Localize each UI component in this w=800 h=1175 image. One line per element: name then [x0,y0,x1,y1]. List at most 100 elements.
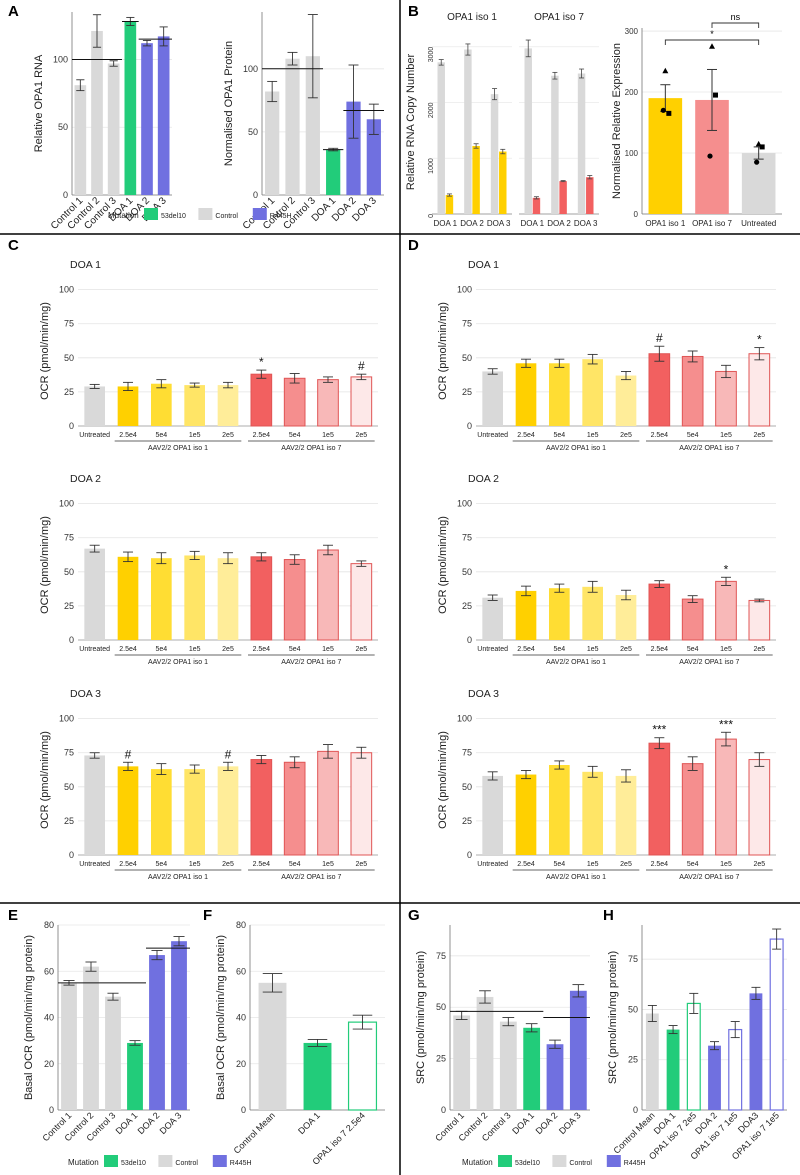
bar-doa-2 [708,1045,721,1110]
x-tick-label: 2e5 [620,646,632,653]
y-tick-label: 75 [436,951,446,961]
group-label: AAV2/2 OPA1 iso 7 [281,445,341,452]
y-tick-label: 0 [441,1105,446,1115]
bar-2e5 [748,759,771,856]
bar-2-5e4 [250,556,273,641]
bar-doa-1 [303,1042,332,1110]
legend-label-53del10: 53del10 [161,213,186,220]
x-tick-label: Untreated [79,432,110,439]
y-tick-label: 60 [236,966,246,976]
bar-untreated [482,371,503,426]
data-point-square [713,92,718,98]
legend-title: Mutation [68,1158,99,1167]
bar-2-5e4 [515,590,537,640]
y-tick-label: 50 [64,353,74,363]
y-axis-label: OCR (pmol/min/mg) [437,302,449,400]
y-axis-label: OCR (pmol/min/mg) [39,516,51,614]
y-axis-label: Relative RNA Copy Number [405,54,417,191]
bar-2e5 [350,376,373,427]
x-tick-label: 1e5 [587,646,599,653]
y-tick-label: 75 [628,954,638,964]
y-tick-label: 20 [236,1059,246,1069]
y-tick-label: 0 [63,190,68,200]
bar-doa-1 [326,149,341,195]
y-tick-label: 75 [462,748,472,758]
x-tick-label: DOA 2 [136,1110,162,1136]
bar-transgene-rna [559,181,567,214]
y-tick-label: 200 [625,88,639,97]
data-point-square [666,110,672,116]
significance-mark: *** [719,717,733,731]
x-tick-label: 1e5 [189,861,201,868]
y-tick-label: 40 [236,1013,246,1023]
y-tick-label: 75 [64,748,74,758]
bar-2e5 [217,385,239,426]
bar-transgene-rna [586,177,594,214]
bar-control-2 [285,58,300,196]
significance-mark: # [656,331,663,345]
bar-1e5 [582,586,603,640]
bar-doa-3 [366,119,381,195]
x-tick-label: Untreated [477,432,508,439]
bar-2-5e4 [515,774,537,855]
bar-transgene-rna [532,197,541,214]
bar-2e5 [350,563,373,641]
bar-control-2 [476,996,494,1110]
y-tick-label: 20 [44,1059,54,1069]
bar-total-rna [437,62,445,215]
x-tick-label: 5e4 [687,861,699,868]
chart-title: DOA 1 [70,259,101,271]
y-tick-label: 100 [457,285,472,295]
bar-5e4 [681,763,704,856]
bar-untreated [482,775,503,855]
bar-untreated [84,386,105,426]
x-tick-label: 2.5e4 [651,861,669,868]
y-tick-label: 50 [58,122,68,132]
chart-c1: DOA 1 0 25 50 75 100 OCR (pmol/min/mg) Untreate… [39,259,378,452]
group-label: AAV2/2 OPA1 iso 1 [148,659,208,666]
group-label: AAV2/2 OPA1 iso 1 [546,445,606,452]
x-tick-label: 5e4 [155,646,167,653]
y-tick-label: 75 [462,319,472,329]
y-axis-label: Basal OCR (pmol/min/mg protein) [23,935,35,1100]
data-point-circle [707,153,713,159]
y-axis-label: Basal OCR (pmol/min/mg protein) [215,935,227,1100]
y-axis-label: OCR (pmol/min/mg) [39,302,51,400]
y-axis-label: SRC (pmol/min/mg protein) [607,951,619,1084]
bar-2e5 [748,353,771,427]
x-tick-label: DOA 1 [296,1110,322,1136]
legend-title: Mutation [462,1158,493,1167]
y-axis-label: Relative OPA1 RNA [33,54,45,152]
x-tick-label: 2.5e4 [517,646,535,653]
bar-5e4 [283,377,306,427]
bar-5e4 [151,383,172,426]
y-tick-label: 100 [457,499,472,509]
bar-control-2 [91,30,103,195]
bar-2-5e4 [117,766,139,855]
bar-doa-2 [346,101,361,195]
bar-1e5 [184,769,205,855]
bar-1e5 [317,750,339,856]
y-tick-label: 50 [462,782,472,792]
bar-1e5 [184,555,205,640]
y-tick-label: 300 [625,27,639,36]
chart-c2: DOA 2 0 25 50 75 100 OCR (pmol/min/mg) Untreate… [39,473,378,666]
chart-title: DOA 2 [468,473,499,485]
bar-doa-3 [569,990,587,1110]
x-tick-label: Untreated [477,646,508,653]
legend-label-control: Control [569,1160,592,1167]
x-tick-label: Untreated [79,861,110,868]
x-tick-label: 5e4 [155,432,167,439]
y-tick-label: 50 [462,353,472,363]
y-axis-label: SRC (pmol/min/mg protein) [415,951,427,1084]
chart-h: 0 25 50 75 SRC (pmol/min/mg protein) Control … [607,925,787,1162]
y-axis-label: OCR (pmol/min/mg) [437,731,449,829]
y-tick-label: 100 [625,149,639,158]
legend-label-53del10: 53del10 [121,1160,146,1167]
bar-1e5 [715,580,737,641]
legend-label-r445h: R445H [624,1160,646,1167]
bar-control-1 [61,982,77,1110]
panel-letter-d: D [408,237,419,254]
bar-2e5 [615,775,637,855]
